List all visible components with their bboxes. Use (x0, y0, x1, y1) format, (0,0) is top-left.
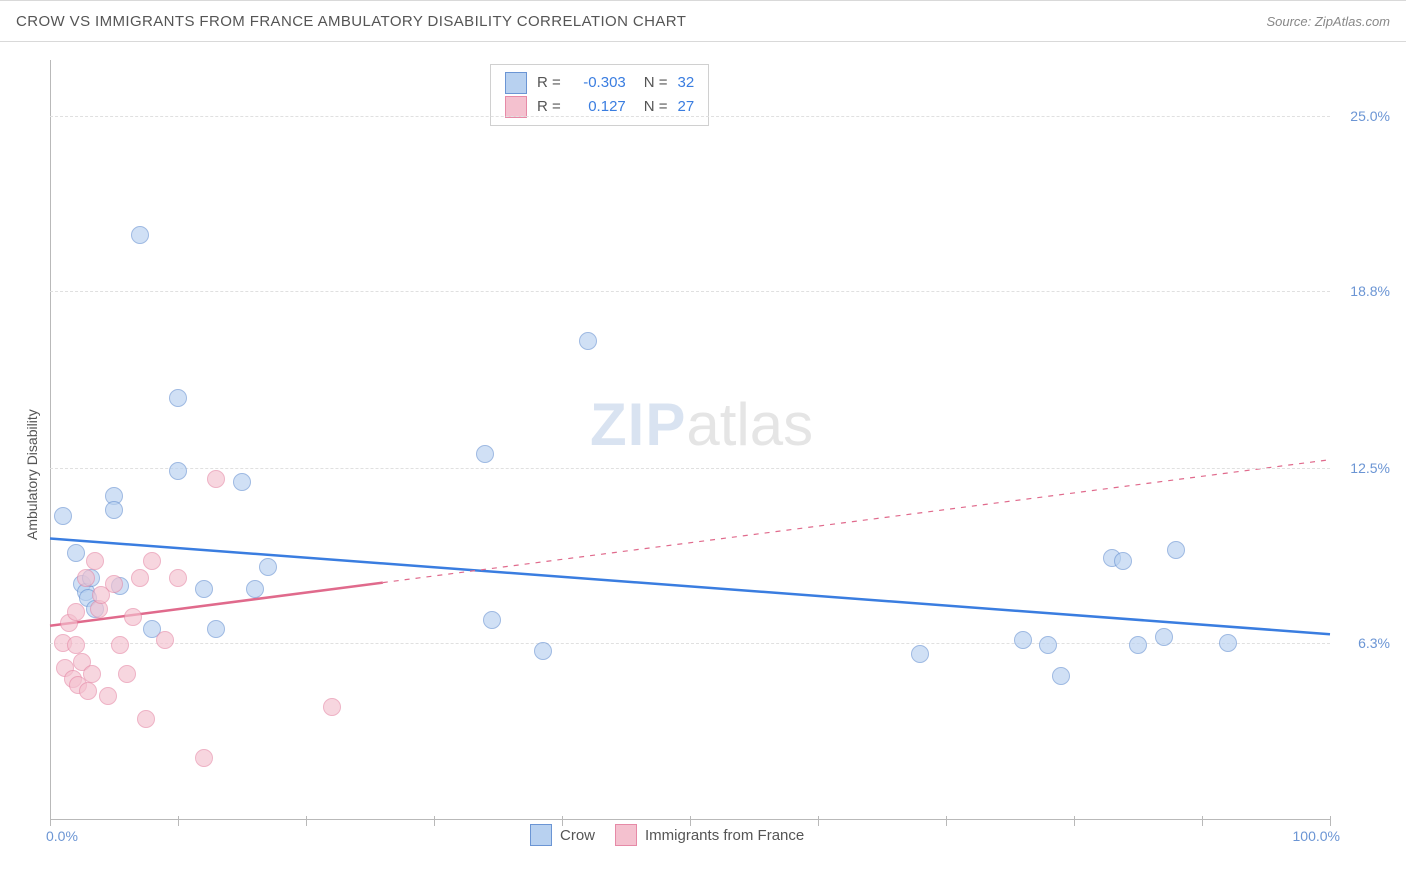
data-point (143, 552, 161, 570)
data-point (111, 636, 129, 654)
x-tick (434, 816, 435, 826)
y-tick-label: 6.3% (1358, 635, 1390, 651)
r-label: R = (537, 71, 561, 95)
source-label: Source: ZipAtlas.com (1266, 14, 1390, 29)
data-point (911, 645, 929, 663)
n-value-crow: 32 (678, 71, 695, 95)
data-point (169, 389, 187, 407)
data-point (1129, 636, 1147, 654)
data-point (124, 608, 142, 626)
data-point (1039, 636, 1057, 654)
data-point (169, 462, 187, 480)
x-tick (946, 816, 947, 826)
trend-line-dashed (383, 460, 1330, 583)
chart-title: CROW VS IMMIGRANTS FROM FRANCE AMBULATOR… (16, 13, 686, 30)
swatch-crow (505, 72, 527, 94)
x-tick (1202, 816, 1203, 826)
data-point (79, 682, 97, 700)
r-value-crow: -0.303 (571, 71, 626, 95)
swatch-crow (530, 824, 552, 846)
data-point (67, 544, 85, 562)
data-point (579, 332, 597, 350)
n-label: N = (644, 71, 668, 95)
data-point (207, 470, 225, 488)
data-point (67, 603, 85, 621)
y-tick-label: 18.8% (1350, 283, 1390, 299)
trend-lines-layer (50, 60, 1330, 820)
x-tick (818, 816, 819, 826)
gridline (50, 116, 1330, 117)
data-point (156, 631, 174, 649)
x-tick (306, 816, 307, 826)
data-point (207, 620, 225, 638)
data-point (54, 507, 72, 525)
data-point (1155, 628, 1173, 646)
data-point (83, 665, 101, 683)
data-point (323, 698, 341, 716)
y-tick-label: 25.0% (1350, 108, 1390, 124)
data-point (1114, 552, 1132, 570)
legend-label-france: Immigrants from France (645, 827, 804, 844)
data-point (534, 642, 552, 660)
data-point (99, 687, 117, 705)
legend-item-france: Immigrants from France (615, 824, 804, 846)
x-tick (690, 816, 691, 826)
data-point (86, 552, 104, 570)
data-point (77, 569, 95, 587)
plot-area: Ambulatory Disability ZIPatlas R = -0.30… (50, 60, 1330, 820)
data-point (233, 473, 251, 491)
data-point (1167, 541, 1185, 559)
legend-label-crow: Crow (560, 827, 595, 844)
legend-stats-row-0: R = -0.303 N = 32 (505, 71, 694, 95)
x-tick (1330, 816, 1331, 826)
data-point (131, 226, 149, 244)
gridline (50, 468, 1330, 469)
legend-series: Crow Immigrants from France (530, 824, 804, 846)
data-point (105, 575, 123, 593)
x-tick (562, 816, 563, 826)
swatch-france (615, 824, 637, 846)
data-point (67, 636, 85, 654)
gridline (50, 291, 1330, 292)
y-tick-label: 12.5% (1350, 460, 1390, 476)
y-axis-title: Ambulatory Disability (24, 409, 40, 540)
x-tick (1074, 816, 1075, 826)
swatch-france (505, 96, 527, 118)
x-tick (178, 816, 179, 826)
data-point (169, 569, 187, 587)
data-point (137, 710, 155, 728)
data-point (476, 445, 494, 463)
trend-line (50, 539, 1330, 635)
header-bar: CROW VS IMMIGRANTS FROM FRANCE AMBULATOR… (0, 0, 1406, 42)
data-point (118, 665, 136, 683)
data-point (259, 558, 277, 576)
x-tick (50, 816, 51, 826)
x-tick-label-left: 0.0% (46, 828, 78, 844)
x-tick-label-right: 100.0% (1293, 828, 1340, 844)
data-point (105, 501, 123, 519)
data-point (1219, 634, 1237, 652)
data-point (195, 580, 213, 598)
data-point (1014, 631, 1032, 649)
data-point (195, 749, 213, 767)
data-point (1052, 667, 1070, 685)
data-point (483, 611, 501, 629)
data-point (246, 580, 264, 598)
legend-item-crow: Crow (530, 824, 595, 846)
data-point (131, 569, 149, 587)
